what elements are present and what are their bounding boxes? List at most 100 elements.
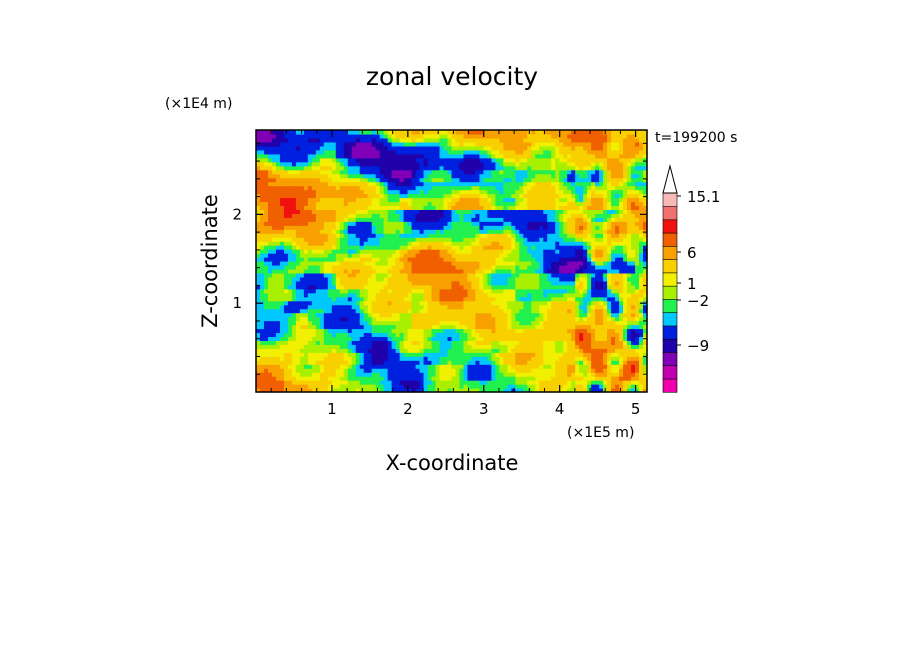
field-cell bbox=[523, 284, 528, 290]
field-cell bbox=[495, 280, 500, 286]
field-cell bbox=[335, 257, 341, 262]
field-cell bbox=[523, 249, 528, 254]
field-cell bbox=[391, 300, 397, 306]
field-cell bbox=[387, 332, 393, 338]
field-cell bbox=[291, 348, 297, 353]
field-cell bbox=[551, 189, 556, 195]
field-cell bbox=[543, 300, 548, 306]
field-cell bbox=[427, 320, 433, 326]
field-cell bbox=[519, 304, 524, 310]
field-cell bbox=[435, 332, 441, 338]
field-cell bbox=[335, 364, 341, 369]
field-cell bbox=[331, 161, 337, 167]
field-cell bbox=[319, 328, 325, 334]
field-cell bbox=[547, 328, 552, 334]
field-cell bbox=[415, 384, 421, 389]
field-cell bbox=[331, 340, 337, 345]
field-cell bbox=[367, 332, 373, 338]
field-cell bbox=[379, 161, 385, 167]
field-cell bbox=[447, 332, 453, 338]
field-cell bbox=[371, 213, 377, 218]
field-cell bbox=[427, 225, 433, 230]
field-cell bbox=[483, 312, 489, 318]
field-cell bbox=[256, 332, 261, 338]
field-cell bbox=[307, 340, 313, 345]
field-cell bbox=[455, 197, 461, 203]
field-cell bbox=[431, 130, 437, 135]
field-cell bbox=[319, 384, 325, 389]
field-cell bbox=[547, 181, 552, 187]
field-cell bbox=[523, 225, 528, 230]
field-cell bbox=[327, 177, 333, 183]
field-cell bbox=[523, 292, 528, 298]
field-cell bbox=[467, 209, 473, 214]
field-cell bbox=[379, 225, 385, 230]
field-cell bbox=[467, 137, 473, 143]
field-cell bbox=[323, 300, 329, 306]
field-cell bbox=[327, 205, 333, 210]
field-cell bbox=[323, 177, 329, 183]
field-cell bbox=[411, 288, 417, 294]
field-cell bbox=[467, 388, 473, 393]
field-cell bbox=[371, 352, 377, 357]
field-cell bbox=[527, 324, 532, 330]
field-cell bbox=[439, 213, 445, 218]
field-cell bbox=[403, 153, 409, 159]
field-cell bbox=[395, 296, 401, 302]
field-cell bbox=[391, 344, 397, 349]
field-cell bbox=[279, 217, 285, 222]
field-cell bbox=[256, 356, 261, 361]
field-cell bbox=[427, 169, 433, 175]
field-cell bbox=[367, 177, 373, 183]
field-cell bbox=[343, 280, 349, 286]
field-cell bbox=[379, 276, 385, 282]
field-cell bbox=[271, 181, 277, 187]
field-cell bbox=[483, 130, 489, 135]
field-cell bbox=[383, 348, 389, 353]
field-cell bbox=[319, 292, 325, 298]
field-cell bbox=[447, 137, 453, 143]
field-cell bbox=[415, 316, 421, 322]
field-cell bbox=[256, 161, 261, 167]
field-cell bbox=[535, 205, 540, 210]
field-cell bbox=[483, 165, 489, 171]
field-cell bbox=[283, 189, 289, 195]
field-cell bbox=[547, 217, 552, 222]
field-cell bbox=[495, 364, 500, 369]
field-cell bbox=[483, 356, 489, 361]
field-cell bbox=[327, 356, 333, 361]
field-cell bbox=[315, 384, 321, 389]
field-cell bbox=[495, 177, 500, 183]
field-cell bbox=[267, 201, 273, 207]
field-cell bbox=[479, 225, 485, 230]
field-cell bbox=[471, 241, 477, 246]
field-cell bbox=[291, 149, 297, 155]
field-cell bbox=[519, 316, 524, 322]
field-cell bbox=[507, 352, 512, 357]
field-cell bbox=[311, 316, 317, 322]
field-cell bbox=[359, 324, 365, 330]
field-cell bbox=[547, 272, 552, 278]
field-cell bbox=[407, 280, 413, 286]
field-cell bbox=[359, 173, 365, 179]
field-cell bbox=[287, 296, 293, 302]
field-cell bbox=[291, 340, 297, 345]
field-cell bbox=[319, 233, 325, 238]
field-cell bbox=[283, 177, 289, 183]
field-cell bbox=[347, 288, 353, 294]
field-cell bbox=[343, 253, 349, 258]
field-cell bbox=[455, 272, 461, 278]
field-cell bbox=[363, 253, 369, 258]
field-cell bbox=[371, 245, 377, 250]
field-cell bbox=[279, 324, 285, 330]
field-cell bbox=[311, 344, 317, 349]
field-cell bbox=[467, 173, 473, 179]
field-cell bbox=[311, 328, 317, 334]
field-cell bbox=[523, 197, 528, 203]
field-cell bbox=[307, 249, 313, 254]
field-cell bbox=[379, 272, 385, 278]
field-cell bbox=[407, 320, 413, 326]
field-cell bbox=[527, 312, 532, 318]
field-cell bbox=[431, 356, 437, 361]
field-cell bbox=[435, 284, 441, 290]
